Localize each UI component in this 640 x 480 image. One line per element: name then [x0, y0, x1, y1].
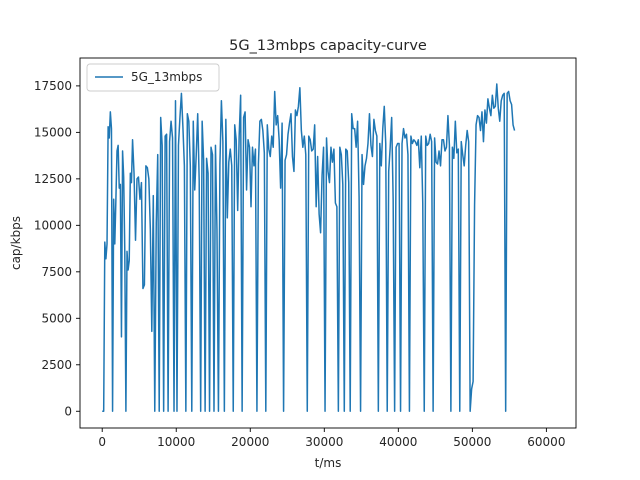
- x-tick-label: 10000: [157, 435, 195, 449]
- y-tick-label: 7500: [41, 265, 72, 279]
- x-tick-label: 20000: [231, 435, 269, 449]
- y-tick-label: 15000: [34, 125, 72, 139]
- y-tick-label: 5000: [41, 311, 72, 325]
- series-line-5g-13mbps: [102, 83, 516, 413]
- x-axis-label: t/ms: [315, 456, 342, 470]
- y-axis-label: cap/kbps: [9, 216, 23, 270]
- y-axis-ticks: 0 2500 5000 7500 10000 12500 15000 17500: [34, 79, 80, 418]
- x-tick-label: 60000: [527, 435, 565, 449]
- legend-box: [86, 63, 220, 92]
- y-tick-label: 2500: [41, 358, 72, 372]
- y-tick-label: 10000: [34, 218, 72, 232]
- x-tick-label: 40000: [379, 435, 417, 449]
- x-tick-label: 50000: [453, 435, 491, 449]
- x-tick-label: 30000: [305, 435, 343, 449]
- legend-label-5g-13mbps: 5G_13mbps: [131, 70, 202, 84]
- plot-area: [79, 57, 577, 429]
- x-tick-label: 0: [98, 435, 106, 449]
- legend: 5G_13mbps: [86, 63, 220, 92]
- chart-title: 5G_13mbps capacity-curve: [229, 38, 427, 54]
- axes-frame: [79, 57, 577, 429]
- y-tick-label: 12500: [34, 172, 72, 186]
- y-tick-label: 17500: [34, 79, 72, 93]
- x-axis-ticks: 0 10000 20000 30000 40000 50000 60000: [98, 428, 565, 449]
- y-tick-label: 0: [64, 404, 72, 418]
